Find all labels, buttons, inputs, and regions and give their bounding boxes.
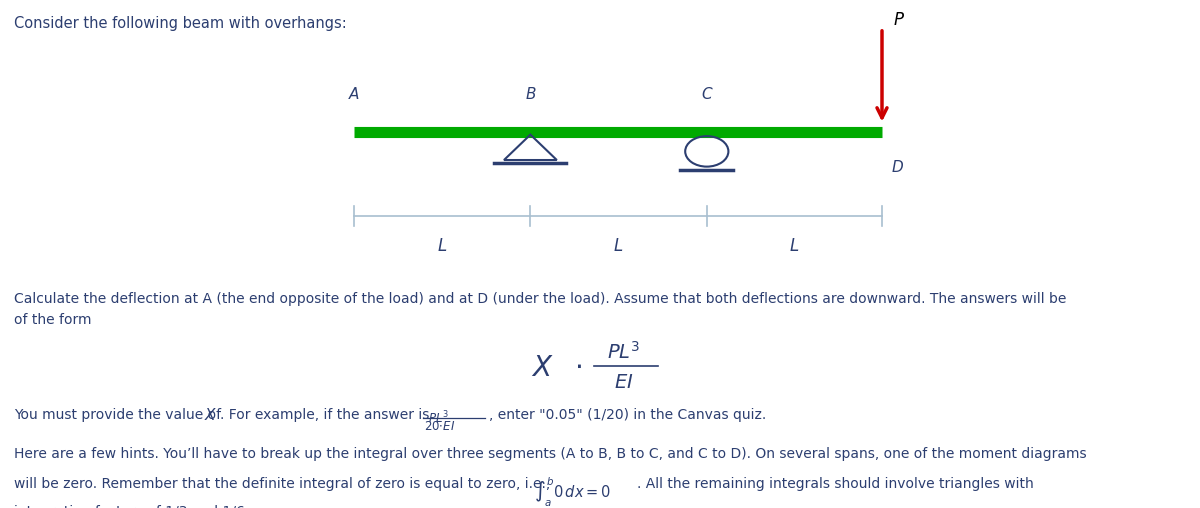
Text: . All the remaining integrals should involve triangles with: . All the remaining integrals should inv… xyxy=(637,477,1034,491)
Text: L: L xyxy=(790,237,799,256)
Text: B: B xyxy=(526,86,535,102)
Text: $\cdot$: $\cdot$ xyxy=(575,353,582,382)
Text: Here are a few hints. You’ll have to break up the integral over three segments (: Here are a few hints. You’ll have to bre… xyxy=(14,447,1087,461)
Text: C: C xyxy=(702,86,712,102)
Text: $\int_a^b 0\,dx = 0$: $\int_a^b 0\,dx = 0$ xyxy=(534,476,611,508)
Text: $\mathit{PL}^3$: $\mathit{PL}^3$ xyxy=(427,409,449,426)
Text: L: L xyxy=(438,237,446,256)
Text: A: A xyxy=(349,86,359,102)
Text: Calculate the deflection at A (the end opposite of the load) and at D (under the: Calculate the deflection at A (the end o… xyxy=(14,292,1067,327)
Text: integration factors of 1/3 and 1/6.: integration factors of 1/3 and 1/6. xyxy=(14,505,250,508)
Text: $\mathit{EI}$: $\mathit{EI}$ xyxy=(614,373,634,392)
Text: $\mathit{PL}^3$: $\mathit{PL}^3$ xyxy=(607,341,641,363)
Text: , enter "0.05" (1/20) in the Canvas quiz.: , enter "0.05" (1/20) in the Canvas quiz… xyxy=(488,408,766,423)
Text: . For example, if the answer is: . For example, if the answer is xyxy=(220,408,434,423)
Text: Consider the following beam with overhangs:: Consider the following beam with overhan… xyxy=(14,16,347,31)
Text: $20{\cdot}EI$: $20{\cdot}EI$ xyxy=(424,420,455,433)
Text: You must provide the value of: You must provide the value of xyxy=(14,408,226,423)
Text: P: P xyxy=(894,11,904,29)
Text: L: L xyxy=(614,237,623,256)
Text: D: D xyxy=(892,160,904,175)
Text: $\mathit{X}$: $\mathit{X}$ xyxy=(204,407,218,423)
Text: will be zero. Remember that the definite integral of zero is equal to zero, i.e.: will be zero. Remember that the definite… xyxy=(14,477,556,491)
Text: $\mathit{X}$: $\mathit{X}$ xyxy=(532,354,553,383)
